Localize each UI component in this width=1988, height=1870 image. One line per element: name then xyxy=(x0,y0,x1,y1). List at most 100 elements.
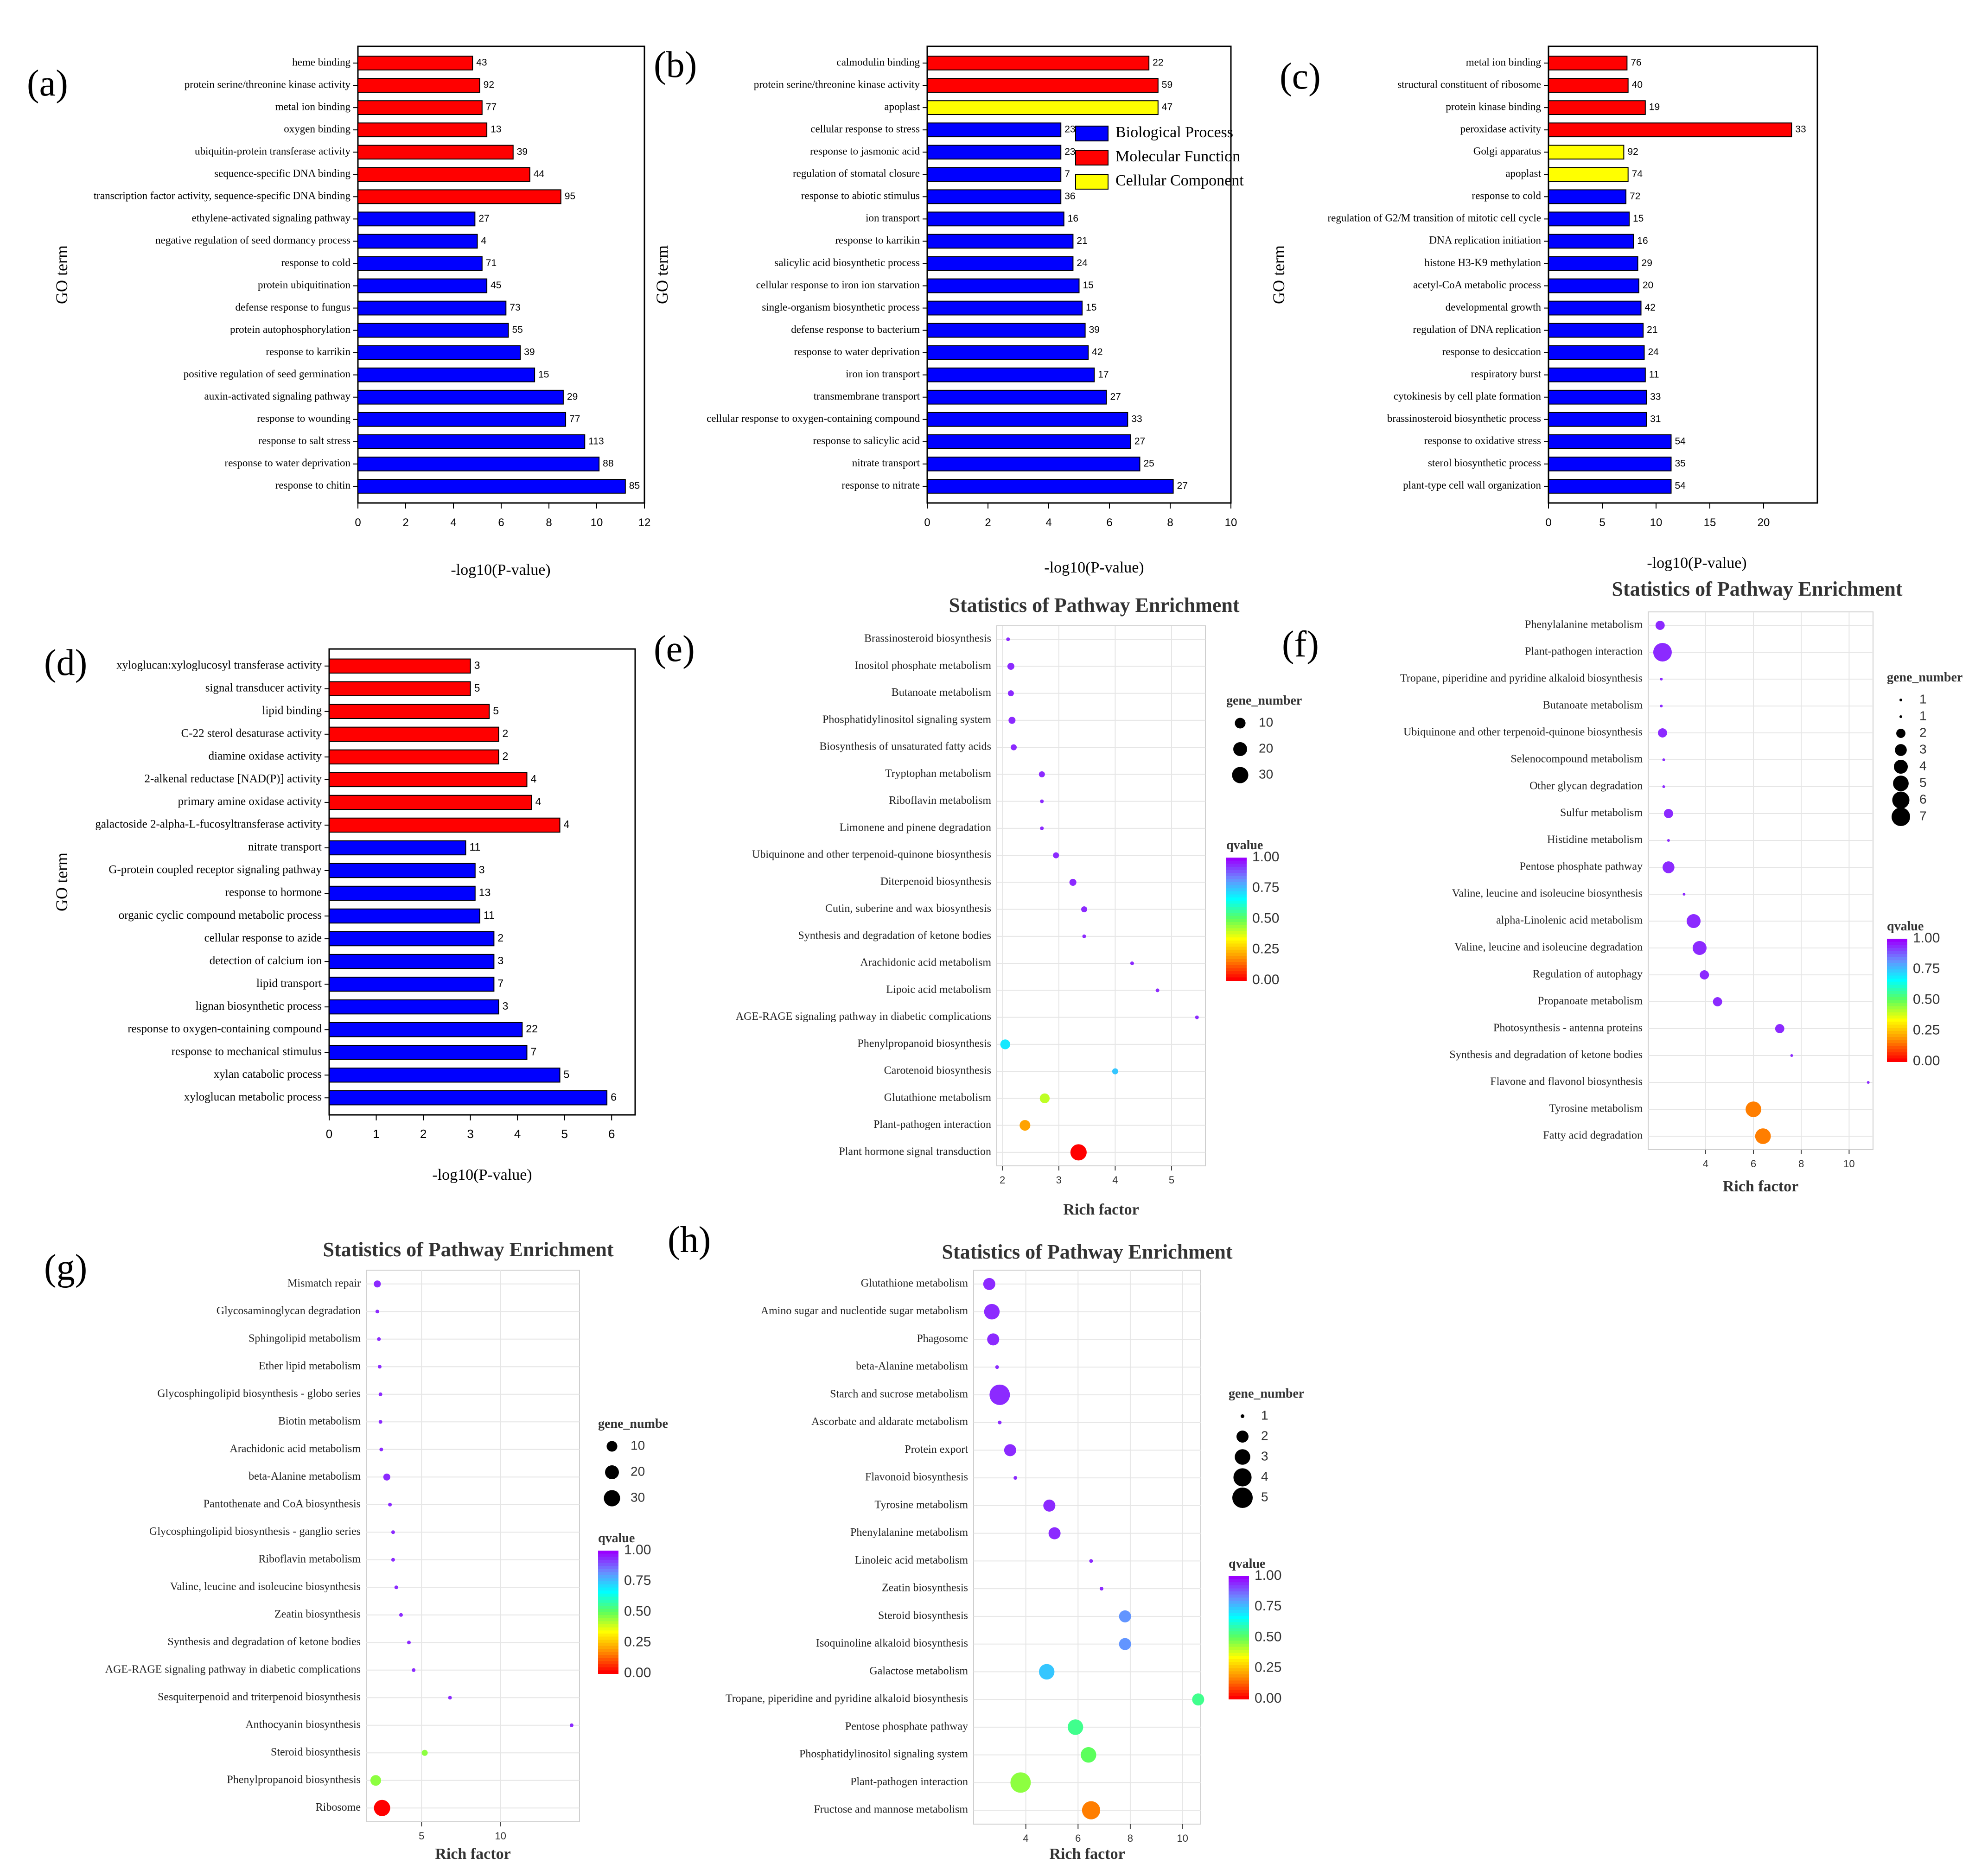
qvalue-colorbar-segment-g-1 xyxy=(598,1553,618,1558)
size-legend-dot-h-1 xyxy=(1236,1431,1249,1443)
go-term-label: acetyl-CoA metabolic process xyxy=(1413,279,1541,291)
qvalue-colorbar-segment-g-4 xyxy=(598,1563,618,1567)
bubble-f-19 xyxy=(1755,1128,1771,1144)
x-tick-label: 6 xyxy=(498,516,504,529)
bubble-f-17 xyxy=(1867,1081,1870,1084)
go-term-label: protein serine/threonine kinase activity xyxy=(185,78,351,90)
x-tick-label: 6 xyxy=(1751,1158,1756,1170)
pathway-label: Phosphatidylinositol signaling system xyxy=(799,1748,968,1760)
qvalue-tick-label: 0.25 xyxy=(624,1635,651,1650)
qvalue-colorbar-segment-h-28 xyxy=(1229,1662,1249,1666)
pathway-label: Tryptophan metabolism xyxy=(885,768,991,780)
panel-label-a: (a) xyxy=(27,63,68,104)
bubble-g-4 xyxy=(378,1392,382,1396)
bubble-g-7 xyxy=(383,1473,390,1481)
qvalue-colorbar-segment-h-38 xyxy=(1229,1692,1249,1697)
plot-panel-h xyxy=(973,1270,1201,1825)
go-term-label: protein ubiquitination xyxy=(258,279,350,291)
pathway-label: Plant-pathogen interaction xyxy=(873,1119,991,1131)
qvalue-colorbar-segment-e-24 xyxy=(1226,931,1247,935)
y-axis-title: GO term xyxy=(1269,245,1288,304)
go-term-label: response to jasmonic acid xyxy=(810,146,920,157)
plot-panel-f xyxy=(1648,611,1873,1150)
bar-count-label: 92 xyxy=(1627,146,1638,157)
qvalue-colorbar-segment-e-1 xyxy=(1226,860,1247,865)
pathway-label: Photosynthesis - antenna proteins xyxy=(1493,1022,1643,1034)
bar-count-label: 31 xyxy=(1650,413,1661,424)
x-tick-label: 4 xyxy=(1045,516,1051,529)
bubble-h-9 xyxy=(1048,1527,1061,1539)
bubble-h-0 xyxy=(983,1278,995,1290)
bubble-h-4 xyxy=(989,1384,1010,1405)
bubble-f-4 xyxy=(1658,728,1667,738)
go-term-label: sequence-specific DNA binding xyxy=(214,168,350,179)
bar-count-label: 4 xyxy=(530,773,536,785)
bar-c-0 xyxy=(1548,56,1628,70)
qvalue-colorbar-segment-e-31 xyxy=(1226,953,1247,956)
qvalue-colorbar-segment-f-13 xyxy=(1887,979,1907,982)
bar-count-label: 2 xyxy=(503,727,509,739)
size-legend-dot-e-1 xyxy=(1233,742,1247,756)
qvalue-colorbar-segment-e-39 xyxy=(1226,977,1247,981)
size-legend-label: 2 xyxy=(1919,725,1927,739)
pathway-label: Glycosphingolipid biosynthesis - globo s… xyxy=(157,1387,361,1399)
x-axis-title: Rich factor xyxy=(435,1845,510,1863)
bubble-f-18 xyxy=(1746,1101,1761,1117)
go-term-label: response to cold xyxy=(281,257,351,268)
x-tick-label: 10 xyxy=(1650,516,1663,529)
pathway-label: Synthesis and degradation of ketone bodi… xyxy=(1449,1049,1643,1061)
qvalue-colorbar-segment-e-28 xyxy=(1226,943,1247,948)
bar-count-label: 71 xyxy=(486,258,497,268)
bubble-g-2 xyxy=(377,1337,381,1341)
legend-swatch-biological_process xyxy=(1075,126,1109,141)
go-term-label: 2-alkenal reductase [NAD(P)] activity xyxy=(145,773,322,785)
qvalue-colorbar-segment-f-25 xyxy=(1887,1015,1907,1019)
qvalue-colorbar-segment-g-23 xyxy=(598,1621,618,1625)
x-tick-label: 10 xyxy=(1843,1158,1854,1170)
plot-frame-b xyxy=(926,45,1232,504)
size-legend-label: 30 xyxy=(631,1490,645,1504)
bar-count-label: 24 xyxy=(1648,347,1659,357)
bar-count-label: 11 xyxy=(469,841,480,853)
qvalue-colorbar-segment-g-17 xyxy=(598,1603,618,1607)
bar-d-1 xyxy=(329,681,471,696)
pathway-label: Histidine metabolism xyxy=(1547,834,1643,846)
qvalue-colorbar-segment-f-16 xyxy=(1887,988,1907,992)
bar-count-label: 29 xyxy=(567,391,578,402)
qvalue-tick-label: 0.25 xyxy=(1255,1660,1281,1675)
size-legend-dot-g-0 xyxy=(606,1441,618,1452)
qvalue-colorbar-segment-f-3 xyxy=(1887,948,1907,952)
x-axis-title: Rich factor xyxy=(1723,1178,1798,1195)
qvalue-colorbar-segment-f-10 xyxy=(1887,969,1907,973)
bubble-e-8 xyxy=(1053,852,1059,859)
qvalue-colorbar-segment-h-25 xyxy=(1229,1653,1249,1657)
qvalue-colorbar-segment-e-23 xyxy=(1226,928,1247,932)
qvalue-colorbar-segment-f-33 xyxy=(1887,1040,1907,1044)
pathway-label: Arachidonic acid metabolism xyxy=(860,957,991,969)
x-tick-label: 0 xyxy=(326,1127,332,1141)
x-tick-label: 5 xyxy=(1599,516,1605,529)
size-legend-label: 3 xyxy=(1261,1449,1268,1463)
qvalue-colorbar-segment-f-0 xyxy=(1887,939,1907,942)
qvalue-colorbar-segment-g-8 xyxy=(598,1575,618,1579)
bubble-f-6 xyxy=(1662,785,1665,788)
qvalue-tick-label: 0.50 xyxy=(1252,910,1279,926)
size-legend-dot-f-7 xyxy=(1892,808,1910,826)
pathway-label: Plant-pathogen interaction xyxy=(1525,646,1643,658)
qvalue-colorbar-segment-g-20 xyxy=(598,1612,618,1616)
pathway-label: Plant-pathogen interaction xyxy=(850,1776,968,1788)
pathway-label: Tyrosine metabolism xyxy=(874,1499,968,1511)
bar-count-label: 72 xyxy=(1630,191,1640,202)
bubble-e-7 xyxy=(1040,826,1044,830)
qvalue-colorbar-segment-f-26 xyxy=(1887,1018,1907,1022)
qvalue-colorbar-segment-e-13 xyxy=(1226,897,1247,901)
pathway-label: Linoleic acid metabolism xyxy=(855,1554,968,1566)
bar-d-10 xyxy=(329,885,476,901)
qvalue-tick-label: 0.25 xyxy=(1913,1023,1940,1038)
go-term-label: metal ion binding xyxy=(275,101,351,112)
bar-count-label: 7 xyxy=(497,977,503,989)
bar-c-6 xyxy=(1548,189,1627,204)
pathway-label: Phenylpropanoid biosynthesis xyxy=(857,1037,991,1049)
bubble-g-1 xyxy=(375,1310,379,1314)
bar-a-0 xyxy=(357,56,473,70)
